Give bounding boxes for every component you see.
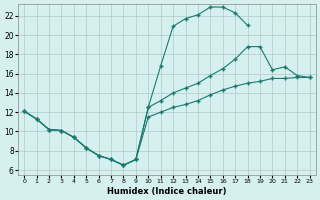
X-axis label: Humidex (Indice chaleur): Humidex (Indice chaleur) — [107, 187, 227, 196]
